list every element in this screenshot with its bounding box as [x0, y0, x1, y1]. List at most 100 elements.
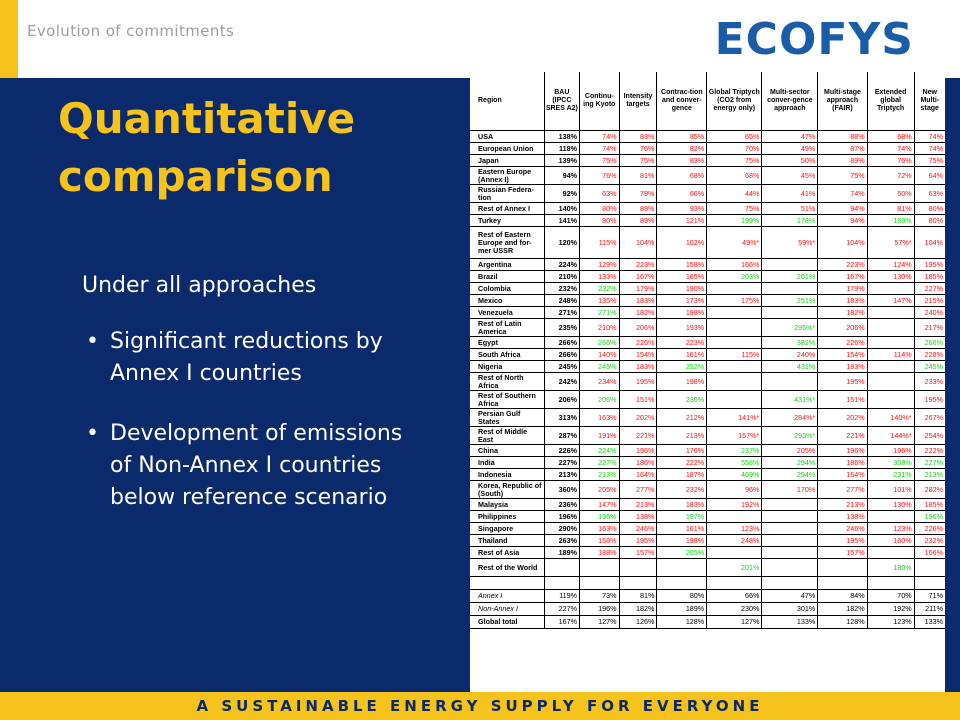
value-cell: 157% — [619, 546, 658, 559]
value-cell: 245% — [579, 360, 620, 373]
value-cell: 195% — [817, 372, 868, 391]
value-cell: 308% — [867, 456, 915, 469]
spacer-cell — [619, 576, 658, 590]
value-cell: 223% — [619, 258, 658, 271]
value-cell — [761, 558, 819, 577]
bullet-item: • Development of emissions of Non-Annex I… — [82, 418, 422, 514]
value-cell — [867, 372, 915, 391]
value-cell: 226% — [817, 336, 868, 349]
value-cell: 267% — [914, 408, 945, 427]
value-cell: 246% — [817, 522, 868, 535]
value-cell — [867, 390, 915, 409]
value-cell: 226% — [544, 444, 581, 457]
value-cell — [706, 336, 763, 349]
value-cell: 198% — [656, 372, 708, 391]
value-cell: 75% — [706, 202, 763, 215]
value-cell: 192% — [706, 498, 763, 511]
table-column-header: New Multi-stage — [914, 72, 945, 131]
value-cell: 94% — [817, 202, 868, 215]
value-cell: 89% — [619, 214, 658, 227]
value-cell — [579, 558, 620, 577]
value-cell: 118% — [544, 142, 581, 155]
value-cell: 228% — [914, 348, 945, 361]
value-cell: 469% — [706, 468, 763, 481]
value-cell — [867, 336, 915, 349]
value-cell — [867, 360, 915, 373]
value-cell: 138% — [544, 130, 581, 143]
region-cell: Rest of Eastern Europe and for-mer USSR — [470, 226, 545, 259]
value-cell: 158% — [579, 534, 620, 547]
value-cell: 197% — [656, 510, 708, 523]
value-cell: 104% — [914, 226, 945, 259]
value-cell: 169% — [867, 214, 915, 227]
value-cell — [761, 510, 819, 523]
value-cell: 193% — [656, 318, 708, 337]
value-cell: 75% — [579, 154, 620, 167]
value-cell: 206% — [619, 318, 658, 337]
value-cell: 232% — [544, 282, 581, 295]
value-cell: 163% — [579, 408, 620, 427]
comparison-table: Region BAU (IPCC SRES A2) Continu-ing Kyot… — [470, 72, 945, 629]
value-cell: 205% — [579, 480, 620, 499]
value-cell: 182% — [619, 602, 658, 616]
value-cell: 176% — [656, 444, 708, 457]
value-cell: 261% — [761, 270, 819, 283]
value-cell: 227% — [544, 602, 581, 616]
value-cell: 236% — [656, 390, 708, 409]
value-cell: 140%* — [867, 408, 915, 427]
value-cell: 266% — [914, 336, 945, 349]
table-row: Indonesia 213% 213% 164% 187% 469% 294% 164% 231… — [470, 468, 945, 481]
value-cell: 205% — [761, 444, 819, 457]
value-cell: 190% — [656, 282, 708, 295]
value-cell: 70% — [706, 142, 763, 155]
value-cell: 93% — [656, 202, 708, 215]
table-row: Rest of Annex I 140% 80% 89% 93% 75% 51% 94% 81%… — [470, 202, 945, 215]
table-row: South Africa 266% 140% 154% 161% 115% 240% 154%… — [470, 348, 945, 361]
table-body: USA 138% 74% 83% 85% 65% 47% 88% 68% 74% European … — [470, 130, 945, 629]
region-cell: Philippines — [470, 510, 545, 523]
value-cell: 141% — [544, 214, 581, 227]
value-cell: 240% — [761, 348, 819, 361]
value-cell: 165% — [656, 270, 708, 283]
value-cell: 192% — [867, 602, 915, 616]
value-cell: 170% — [761, 480, 819, 499]
footer-slogan: A SUSTAINABLE ENERGY SUPPLY FOR EVERYONE — [196, 697, 764, 715]
value-cell: 294% — [761, 468, 819, 481]
value-cell: 164% — [619, 468, 658, 481]
value-cell: 66% — [656, 184, 708, 203]
table-row: Singapore 290% 163% 246% 161% 123% 246% 123% 226… — [470, 522, 945, 535]
slide-title: Quantitative comparison — [58, 94, 356, 201]
value-cell: 223% — [656, 336, 708, 349]
value-cell: 80% — [579, 202, 620, 215]
value-cell: 196% — [817, 444, 868, 457]
value-cell: 282% — [914, 480, 945, 499]
value-cell — [817, 558, 868, 577]
value-cell: 186% — [619, 456, 658, 469]
value-cell: 558% — [706, 456, 763, 469]
value-cell: 89% — [619, 202, 658, 215]
value-cell — [867, 306, 915, 319]
value-cell: 252% — [656, 360, 708, 373]
value-cell: 191% — [579, 426, 620, 445]
value-cell: 76% — [619, 142, 658, 155]
value-cell: 157% — [817, 546, 868, 559]
value-cell: 133% — [761, 615, 819, 629]
value-cell: 202% — [817, 408, 868, 427]
value-cell: 80% — [914, 202, 945, 215]
value-cell: 81% — [619, 589, 658, 603]
value-cell: 76% — [579, 166, 620, 185]
value-cell: 206% — [817, 318, 868, 337]
value-cell: 198% — [656, 534, 708, 547]
value-cell: 293%* — [761, 426, 819, 445]
table-row: Brazil 210% 133% 167% 165% 203% 261% 167% 130% 18… — [470, 270, 945, 283]
value-cell: 179% — [817, 282, 868, 295]
table-row: Thailand 263% 158% 195% 198% 248% 195% 160% 232% — [470, 534, 945, 547]
value-cell: 141%* — [706, 408, 763, 427]
value-cell: 128% — [656, 615, 708, 629]
value-cell: 163% — [579, 522, 620, 535]
value-cell: 124% — [867, 258, 915, 271]
value-cell: 183% — [619, 360, 658, 373]
region-cell: Thailand — [470, 534, 545, 547]
region-cell: Nigeria — [470, 360, 545, 373]
value-cell: 130% — [867, 498, 915, 511]
